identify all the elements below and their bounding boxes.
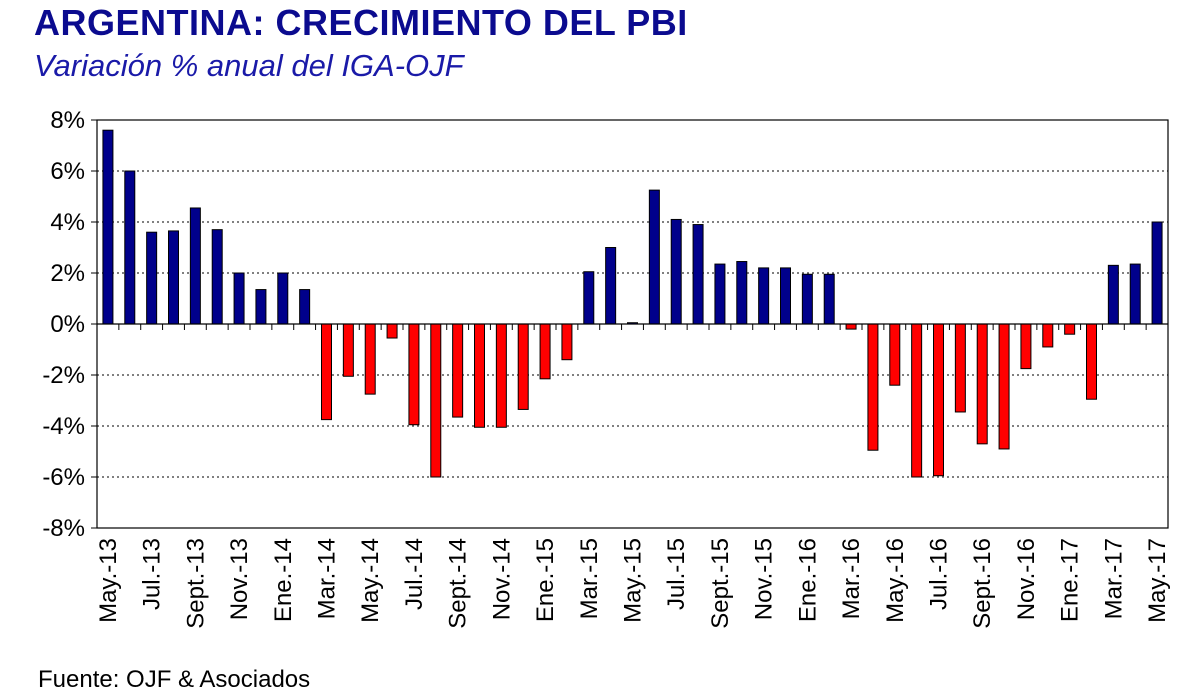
x-tick-label: Sept.-14 xyxy=(445,538,472,629)
y-tick-label: -8% xyxy=(42,515,85,542)
x-tick-label: Ene.-15 xyxy=(532,538,559,622)
y-tick-label: 4% xyxy=(50,209,85,236)
bar xyxy=(233,272,245,325)
bar xyxy=(954,323,966,413)
bar xyxy=(1086,323,1097,400)
bar xyxy=(670,218,682,325)
bar xyxy=(998,323,1010,450)
x-axis-labels: May.-13 Jul.-13 Sept.-13 Nov.-13 Ene.-14 Mar.… xyxy=(95,538,1171,629)
y-tick-label: -2% xyxy=(42,362,85,389)
bar xyxy=(823,273,835,325)
bar xyxy=(168,230,179,325)
bar xyxy=(583,271,595,325)
bar xyxy=(780,267,791,325)
bar xyxy=(452,323,464,418)
bar xyxy=(1129,263,1141,325)
x-tick-label: May.-15 xyxy=(620,538,647,623)
bar xyxy=(1042,323,1054,348)
bars xyxy=(102,129,1163,478)
bar xyxy=(364,323,376,395)
bar xyxy=(408,323,420,426)
bar xyxy=(692,224,704,325)
chart-title: ARGENTINA: CRECIMIENTO DEL PBI xyxy=(34,2,688,43)
axes xyxy=(91,119,1169,529)
bar xyxy=(474,323,485,428)
bar xyxy=(495,323,507,428)
x-tick-label: Jul.-15 xyxy=(663,538,690,610)
y-tick-label: 0% xyxy=(50,311,85,338)
x-tick-label: Ene.-16 xyxy=(794,538,821,622)
x-tick-label: Jul.-13 xyxy=(139,538,166,610)
y-tick-label: -6% xyxy=(42,464,85,491)
bar xyxy=(561,323,573,361)
bar xyxy=(146,231,158,325)
bar xyxy=(539,323,551,380)
bar xyxy=(321,323,332,421)
bar xyxy=(933,323,944,477)
y-tick-label: -4% xyxy=(42,413,85,440)
x-tick-label: Nov.-14 xyxy=(488,538,515,620)
x-tick-label: Sept.-15 xyxy=(707,538,734,629)
bar xyxy=(299,289,311,325)
x-tick-label: Ene.-14 xyxy=(270,538,297,622)
bar xyxy=(976,323,988,445)
bar xyxy=(124,170,136,325)
x-tick-label: Ene.-17 xyxy=(1057,538,1084,622)
x-tick-label: Mar.-17 xyxy=(1100,538,1127,619)
y-tick-label: 6% xyxy=(50,158,85,185)
x-tick-label: Mar.-14 xyxy=(314,538,341,619)
bar xyxy=(386,323,398,339)
bar xyxy=(211,229,223,325)
x-tick-label: May.-17 xyxy=(1144,538,1171,623)
x-tick-label: Mar.-15 xyxy=(576,538,603,619)
x-tick-label: May.-16 xyxy=(882,538,909,623)
chart-subtitle: Variación % anual del IGA-OJF xyxy=(34,48,464,83)
x-tick-label: Jul.-16 xyxy=(926,538,953,610)
bar xyxy=(517,323,529,410)
bar xyxy=(342,323,354,377)
bar xyxy=(1020,323,1032,370)
bar xyxy=(648,189,660,325)
bar xyxy=(255,289,267,325)
bar xyxy=(605,247,617,325)
bar xyxy=(102,129,114,325)
x-tick-label: May.-14 xyxy=(357,538,384,623)
x-tick-label: Jul.-14 xyxy=(401,538,428,610)
bar xyxy=(758,267,770,325)
bar xyxy=(430,323,442,478)
x-tick-label: Mar.-16 xyxy=(838,538,865,619)
x-tick-label: Nov.-15 xyxy=(751,538,778,620)
bar xyxy=(867,323,879,451)
x-tick-label: Nov.-13 xyxy=(226,538,253,620)
source-note: Fuente: OJF & Asociados xyxy=(38,666,311,693)
bar xyxy=(714,263,726,325)
bar xyxy=(889,323,901,386)
grid-lines xyxy=(97,170,1168,478)
bar xyxy=(1151,221,1163,325)
y-tick-label: 8% xyxy=(50,107,85,134)
x-tick-label: Sept.-16 xyxy=(969,538,996,629)
x-tick-label: May.-13 xyxy=(95,538,122,623)
y-axis-labels: 8% 6% 4% 2% 0% -2% -4% -6% -8% xyxy=(42,107,85,542)
bar xyxy=(845,323,857,330)
bar xyxy=(911,323,923,478)
x-tick-label: Sept.-13 xyxy=(182,538,209,629)
bar xyxy=(1107,264,1119,325)
bar xyxy=(277,272,289,325)
bar xyxy=(1064,323,1076,335)
y-tick-label: 2% xyxy=(50,260,85,287)
bar xyxy=(736,261,748,325)
bar xyxy=(189,207,201,325)
x-tick-label: Nov.-16 xyxy=(1013,538,1040,620)
bar xyxy=(801,273,813,325)
